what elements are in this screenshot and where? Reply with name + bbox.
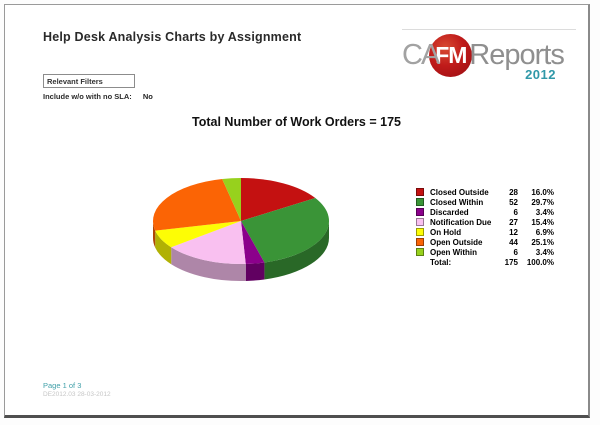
legend-label: On Hold — [430, 227, 462, 237]
legend-swatch-icon — [416, 238, 424, 246]
include-sla-row: Include w/o with no SLA: No — [43, 92, 153, 101]
legend-percent: 16.0% — [531, 187, 554, 197]
legend-label: Open Within — [430, 247, 478, 257]
legend-percent: 3.4% — [535, 247, 554, 257]
pie-slice — [155, 230, 172, 265]
legend-swatch-icon — [416, 198, 424, 206]
legend-count: 44 — [509, 237, 518, 247]
pie-slice — [264, 221, 329, 280]
legend-row: Notification Due 27 15.4% — [416, 217, 554, 227]
legend-total-row: Total: 175 100.0% — [416, 257, 554, 267]
chart-legend: Closed Outside 28 16.0% Closed Within 52… — [416, 187, 554, 267]
pie-chart-area — [149, 173, 341, 289]
pie-slice — [222, 178, 241, 221]
legend-label: Discarded — [430, 207, 469, 217]
legend-label: Closed Within — [430, 197, 484, 207]
include-sla-label: Include w/o with no SLA: — [43, 92, 132, 101]
report-title: Help Desk Analysis Charts by Assignment — [43, 30, 302, 44]
logo-text-reports: Reports — [469, 38, 565, 71]
pie-slice — [171, 221, 246, 264]
legend-row: Closed Outside 28 16.0% — [416, 187, 554, 197]
legend-row: On Hold 12 6.9% — [416, 227, 554, 237]
legend-count: 6 — [513, 247, 518, 257]
pie-chart — [153, 178, 329, 281]
pie-slice — [153, 221, 156, 248]
relevant-filters-box: Relevant Filters — [43, 74, 135, 88]
logo-row: CA FM Reports — [402, 32, 576, 78]
legend-percent: 15.4% — [531, 217, 554, 227]
logo-text-ca: CA — [402, 38, 440, 71]
legend-count: 12 — [509, 227, 518, 237]
legend-percent: 29.7% — [531, 197, 554, 207]
legend-row: Closed Within 52 29.7% — [416, 197, 554, 207]
pie-slice — [241, 221, 265, 264]
legend-count: 27 — [509, 217, 518, 227]
pie-slice — [245, 262, 265, 281]
legend-label: Open Outside — [430, 237, 483, 247]
report-page: Help Desk Analysis Charts by Assignment … — [4, 4, 590, 418]
legend-swatch-icon — [416, 208, 424, 216]
legend-swatch-icon — [416, 228, 424, 236]
legend-count: 28 — [509, 187, 518, 197]
legend-count: 6 — [513, 207, 518, 217]
legend-row: Open Outside 44 25.1% — [416, 237, 554, 247]
logo-red-circle-icon: FM — [429, 33, 473, 77]
pie-slice — [241, 197, 329, 263]
report-version: DE2012.03 28-03-2012 — [43, 391, 111, 398]
legend-row: Open Within 6 3.4% — [416, 247, 554, 257]
legend-row: Discarded 6 3.4% — [416, 207, 554, 217]
chart-title: Total Number of Work Orders = 175 — [192, 115, 401, 129]
legend-total-percent: 100.0% — [526, 257, 554, 267]
page-number: Page 1 of 3 — [43, 381, 82, 390]
pie-slice — [153, 178, 241, 231]
include-sla-value: No — [142, 92, 153, 101]
legend-swatch-icon — [416, 248, 424, 256]
logo-year: 2012 — [525, 67, 556, 82]
legend-total-label: Total: — [430, 257, 452, 267]
legend-swatch-blank — [416, 258, 424, 266]
pie-slice — [155, 221, 241, 248]
legend-percent: 6.9% — [535, 227, 554, 237]
legend-label: Notification Due — [430, 217, 492, 227]
legend-swatch-icon — [416, 218, 424, 226]
logo-text-fm: FM — [435, 41, 467, 68]
pie-slice — [171, 247, 246, 281]
legend-swatch-icon — [416, 188, 424, 196]
cafm-reports-logo: CA FM Reports 2012 — [402, 29, 576, 82]
legend-percent: 25.1% — [531, 237, 554, 247]
legend-count: 52 — [509, 197, 518, 207]
legend-total-count: 175 — [504, 257, 518, 267]
legend-label: Closed Outside — [430, 187, 489, 197]
pie-slice — [241, 178, 316, 221]
legend-percent: 3.4% — [535, 207, 554, 217]
